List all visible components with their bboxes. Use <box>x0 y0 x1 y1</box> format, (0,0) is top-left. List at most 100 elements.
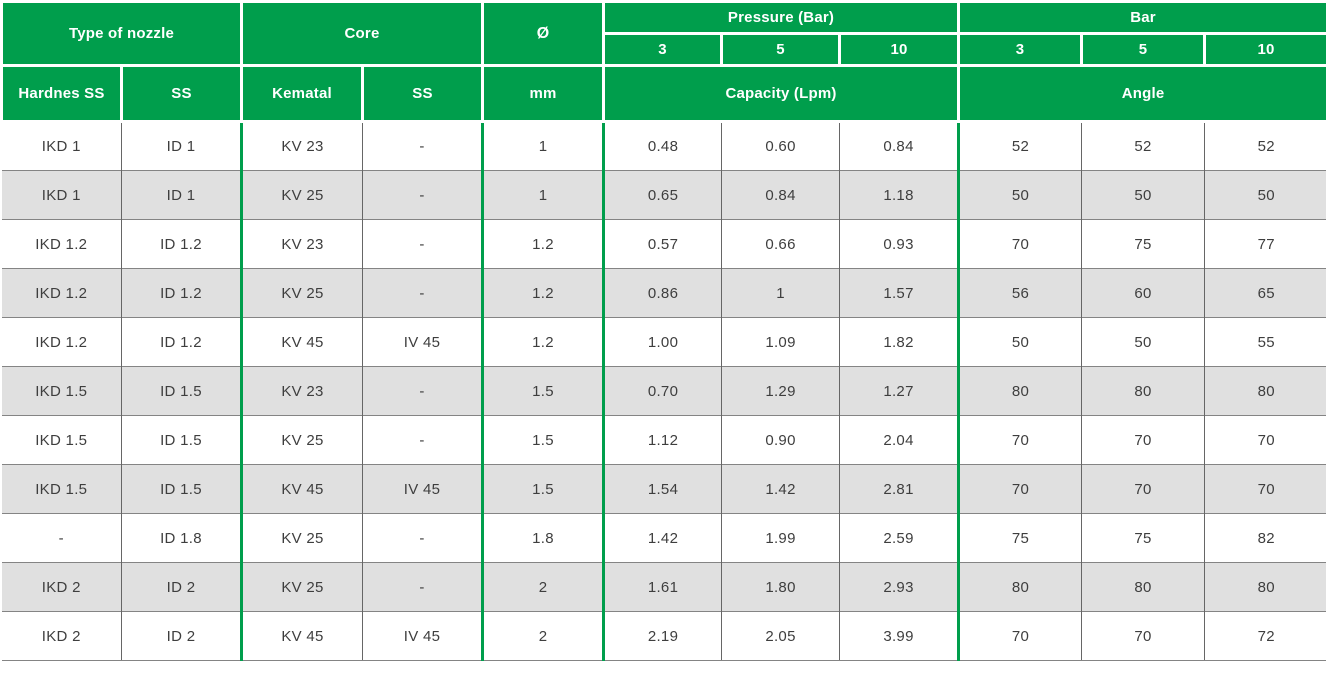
table-cell: 1 <box>721 268 841 318</box>
table-cell: KV 25 <box>241 415 363 465</box>
table-cell: 1.57 <box>839 268 961 318</box>
header-pressure-bar: Pressure (Bar) <box>602 0 961 35</box>
table-cell: 1 <box>482 121 606 171</box>
table-cell: IV 45 <box>362 317 485 367</box>
table-cell: ID 1.2 <box>121 268 243 318</box>
table-cell: KV 25 <box>241 562 363 612</box>
table-cell: 77 <box>1204 219 1326 269</box>
header-row-groups: Type of nozzle Core Ø Pressure (Bar) Bar <box>0 0 1326 67</box>
table-cell: 50 <box>958 170 1083 220</box>
table-cell: 0.60 <box>721 121 841 171</box>
table-cell: - <box>1 513 122 563</box>
table-cell: 0.65 <box>603 170 723 220</box>
table-cell: IKD 1.2 <box>1 317 122 367</box>
table-cell: 1.5 <box>482 415 606 465</box>
table-cell: - <box>362 562 485 612</box>
table-cell: 50 <box>1081 317 1206 367</box>
table-row: IKD 2 ID 2 KV 25-2 1.61 1.80 2.93 80 80 80 <box>1 562 1326 612</box>
header-bar-3: 3 <box>957 32 1084 67</box>
header-pressure-5: 5 <box>720 32 842 67</box>
table-cell: KV 25 <box>241 513 363 563</box>
table-cell: KV 25 <box>241 268 363 318</box>
table-cell: 70 <box>958 464 1083 514</box>
table-cell: 0.84 <box>839 121 961 171</box>
table-row: IKD 1.2 ID 1.2 KV 23-1.2 0.57 0.66 0.93 70 75 77 <box>1 219 1326 269</box>
table-row: IKD 1.5 ID 1.5 KV 23-1.5 0.70 1.29 1.27 80 80 80 <box>1 366 1326 416</box>
table-row: IKD 1 ID 1 KV 25-1 0.65 0.84 1.18 50 50 50 <box>1 170 1326 220</box>
table-row: IKD 1.2 ID 1.2 KV 45 IV 45 1.2 1.00 1.09 1.82 50… <box>1 317 1326 367</box>
header-mm: mm <box>481 64 606 123</box>
table-cell: 52 <box>1257 138 1275 155</box>
table-cell: 1.09 <box>721 317 841 367</box>
header-core-ss: SS <box>360 64 485 123</box>
table-row: IKD 1.5 ID 1.5 KV 45 IV 45 1.5 1.54 1.42 2.81 70… <box>1 464 1326 514</box>
table-cell: 1.99 <box>721 513 841 563</box>
table-cell: 1.2 <box>482 219 606 269</box>
header-bar-10: 10 <box>1203 32 1326 67</box>
table-cell: ID 1 <box>121 170 243 220</box>
table-cell: 2.05 <box>721 611 841 661</box>
table-cell: 0.90 <box>721 415 841 465</box>
table-cell: 0.70 <box>603 366 723 416</box>
table-cell: 70 <box>1081 611 1206 661</box>
table-cell: 0.93 <box>839 219 961 269</box>
table-cell: IKD 1.5 <box>1 464 122 514</box>
table-cell: 60 <box>1081 268 1206 318</box>
table-cell: 1.2 <box>482 268 606 318</box>
table-cell: 2.19 <box>603 611 723 661</box>
table-cell: 80 <box>1081 366 1206 416</box>
table-cell: ID 1 <box>121 121 243 171</box>
table-cell: 80 <box>1204 562 1326 612</box>
table-cell: 1.82 <box>839 317 961 367</box>
table-cell: 70 <box>1081 415 1206 465</box>
table-cell: 52 <box>958 121 1083 171</box>
header-row-pressure-values: 3 5 10 3 5 10 <box>2 32 1326 67</box>
table-cell: IKD 2 <box>1 562 122 612</box>
table-cell: 82 <box>1204 513 1326 563</box>
table-cell: IV 45 <box>362 611 485 661</box>
table-cell: KV 25 <box>241 170 363 220</box>
table-cell: KV 45 <box>241 317 363 367</box>
table-cell: KV 23 <box>241 121 363 171</box>
table-cell: 1.18 <box>839 170 961 220</box>
table-cell: 70 <box>1204 464 1326 514</box>
table-cell: IKD 1.5 <box>1 366 122 416</box>
table-cell: IKD 1.5 <box>1 415 122 465</box>
table-cell: 1.5 <box>482 366 606 416</box>
table-cell: 65 <box>1204 268 1326 318</box>
header-pressure-10: 10 <box>838 32 961 67</box>
header-core: Core <box>239 0 485 67</box>
table-cell: 0.66 <box>721 219 841 269</box>
table-cell: 80 <box>1204 366 1326 416</box>
table-cell: 70 <box>958 611 1083 661</box>
table-cell: 50 <box>1081 170 1206 220</box>
table-cell: 70 <box>1081 464 1206 514</box>
table-cell: 1.42 <box>721 464 841 514</box>
header-hardnes-ss: Hardnes SS <box>0 64 123 123</box>
table-cell: 0.57 <box>603 219 723 269</box>
header-diameter-symbol: Ø <box>481 0 606 67</box>
table-cell: - <box>362 170 485 220</box>
table-cell: - <box>362 415 485 465</box>
table-cell: ID 1.5 <box>121 415 243 465</box>
table-cell: 1.54 <box>603 464 723 514</box>
table-cell: 1.61 <box>603 562 723 612</box>
table-cell: 0.84 <box>721 170 841 220</box>
table-cell: IKD 1 <box>1 170 122 220</box>
table-cell: 70 <box>1204 415 1326 465</box>
table-header: Type of nozzle Core Ø Pressure (Bar) Bar… <box>0 0 1326 123</box>
table-cell: 0.86 <box>603 268 723 318</box>
table-cell: 1 <box>482 170 606 220</box>
table-cell: KV 45 <box>241 611 363 661</box>
header-bar-5: 5 <box>1080 32 1207 67</box>
table-cell: 50 <box>1204 170 1326 220</box>
header-ss: SS <box>120 64 243 123</box>
table-cell: 2.93 <box>839 562 961 612</box>
table-cell: 1.42 <box>603 513 723 563</box>
table-cell: KV 23 <box>241 366 363 416</box>
table-cell: 1.27 <box>839 366 961 416</box>
header-capacity-lpm: Capacity (Lpm) <box>602 64 961 123</box>
table-cell: IV 45 <box>362 464 485 514</box>
table-cell: IKD 1.2 <box>1 268 122 318</box>
table-row: IKD 2 ID 2 KV 45 IV 45 2 2.19 2.05 3.99 70 70 72 <box>1 611 1326 661</box>
